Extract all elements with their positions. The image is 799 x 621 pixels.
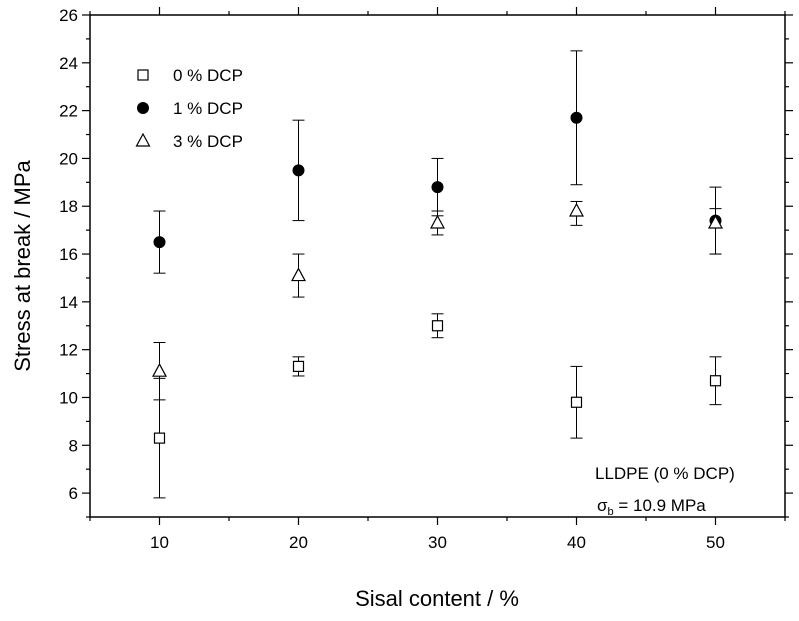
y-tick-label: 6 — [69, 484, 78, 503]
data-point — [568, 202, 585, 217]
y-tick-labels: 6 8 10 12 14 16 18 20 22 24 26 — [59, 6, 78, 503]
y-tick-label: 16 — [59, 245, 78, 264]
annotation-sigma-subscript: b — [608, 506, 614, 518]
data-point — [292, 360, 305, 372]
series-2 — [153, 200, 722, 401]
legend-label: 0 % DCP — [173, 66, 243, 85]
annotation-sigma-value: = 10.9 MPa — [614, 496, 707, 515]
data-point — [431, 320, 444, 332]
x-tick-label: 50 — [706, 533, 725, 552]
legend-marker — [135, 132, 151, 147]
legend-marker — [137, 102, 149, 114]
x-axis-label: Sisal content / % — [355, 586, 519, 611]
legend-label: 3 % DCP — [173, 132, 243, 151]
y-tick-label: 12 — [59, 341, 78, 360]
x-tick-label: 10 — [150, 533, 169, 552]
y-tick-label: 10 — [59, 388, 78, 407]
y-tick-label: 8 — [69, 436, 78, 455]
y-tick-label: 20 — [59, 149, 78, 168]
legend: 0 % DCP 1 % DCP 3 % DCP — [135, 66, 243, 151]
data-point — [429, 214, 446, 229]
y-axis-label: Stress at break / MPa — [10, 159, 35, 371]
legend-marker — [137, 69, 149, 81]
data-point — [153, 236, 166, 249]
data-point — [709, 375, 722, 387]
annotation-sigma: σb = 10.9 MPa — [597, 496, 706, 518]
x-tick-labels: 10 20 30 40 50 — [150, 533, 725, 552]
annotation-lldpe: LLDPE (0 % DCP) — [595, 464, 735, 483]
axis-ticks — [82, 7, 793, 525]
data-marks — [151, 50, 724, 499]
data-point — [570, 111, 583, 124]
y-tick-label: 14 — [59, 293, 78, 312]
annotation-sigma-symbol: σ — [597, 496, 608, 515]
data-point — [151, 362, 168, 377]
data-point — [292, 164, 305, 177]
data-point — [290, 267, 307, 282]
data-point — [570, 396, 583, 408]
x-tick-label: 30 — [428, 533, 447, 552]
plot-frame — [89, 14, 786, 518]
y-tick-label: 18 — [59, 197, 78, 216]
data-point — [707, 214, 724, 229]
data-point — [153, 432, 166, 444]
x-tick-label: 20 — [289, 533, 308, 552]
series-markers-0 — [153, 320, 722, 444]
series-markers-2 — [151, 202, 724, 377]
data-point — [431, 181, 444, 194]
y-tick-label: 22 — [59, 102, 78, 121]
legend-label: 1 % DCP — [173, 99, 243, 118]
y-tick-label: 26 — [59, 6, 78, 25]
x-tick-label: 40 — [567, 533, 586, 552]
y-tick-label: 24 — [59, 54, 78, 73]
